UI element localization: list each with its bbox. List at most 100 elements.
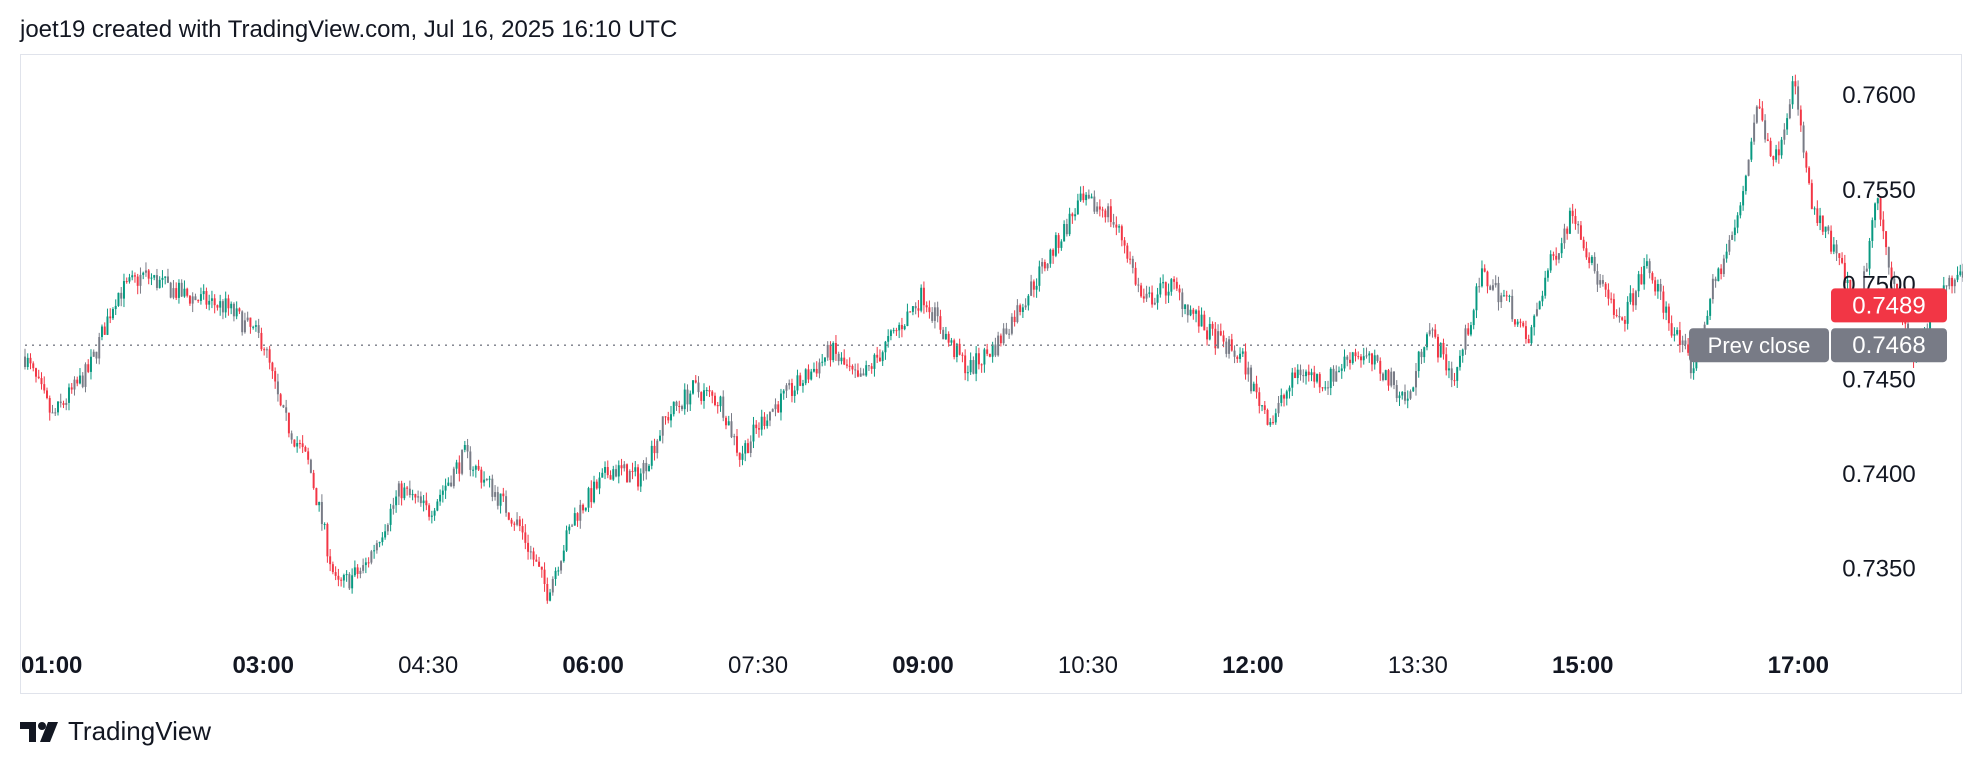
candle-body xyxy=(1516,321,1519,325)
candle-body xyxy=(1788,104,1791,119)
candle-body xyxy=(213,298,216,306)
candle-body xyxy=(375,543,378,551)
candle-body xyxy=(1579,225,1582,240)
candle-body xyxy=(1115,224,1118,228)
candle-body xyxy=(1332,368,1335,382)
candle-body xyxy=(661,416,664,436)
candle-body xyxy=(1129,258,1132,260)
candle-body xyxy=(1662,291,1665,313)
candle-body xyxy=(1951,277,1954,287)
candle-body xyxy=(741,453,744,460)
candle-body xyxy=(823,357,826,362)
candle-body xyxy=(659,435,662,441)
candle-body xyxy=(837,353,840,362)
candle-body xyxy=(1648,261,1651,274)
candle-body xyxy=(834,342,837,354)
candle-body xyxy=(1623,319,1626,324)
candle-body xyxy=(312,472,315,489)
candle-body xyxy=(166,276,169,283)
candle-body xyxy=(334,572,337,576)
candle-body xyxy=(84,364,87,387)
candle-body xyxy=(1261,405,1264,407)
footer-logo[interactable]: TradingView xyxy=(20,716,211,747)
candle-body xyxy=(414,494,417,498)
candle-body xyxy=(832,342,835,361)
candle-body xyxy=(1181,292,1184,309)
candle-body xyxy=(205,291,208,305)
candle-body xyxy=(999,335,1002,344)
candle-body xyxy=(1324,387,1327,389)
candle-body xyxy=(1280,395,1283,403)
candle-body xyxy=(1904,322,1907,324)
candle-body xyxy=(1387,370,1390,386)
candle-body xyxy=(1107,206,1110,218)
candle-body xyxy=(1838,253,1841,258)
candle-body xyxy=(889,330,892,337)
candle-body xyxy=(1835,244,1838,254)
candle-body xyxy=(1393,371,1395,386)
candle-body xyxy=(1799,109,1802,126)
candle-body xyxy=(546,584,549,601)
candle-body xyxy=(1750,141,1753,160)
candle-body xyxy=(120,292,123,299)
candle-body xyxy=(1307,371,1310,376)
candle-body xyxy=(609,475,612,480)
candle-body xyxy=(131,275,134,278)
candle-body xyxy=(1832,244,1835,252)
candle-body xyxy=(1274,413,1277,423)
candle-body xyxy=(142,272,145,275)
candle-body xyxy=(356,567,359,574)
candle-body xyxy=(62,403,65,405)
candle-body xyxy=(851,365,854,370)
candle-body xyxy=(568,526,571,531)
candle-body xyxy=(1887,247,1890,268)
candle-body xyxy=(186,288,189,296)
candle-body xyxy=(757,428,760,430)
candle-body xyxy=(144,270,147,273)
candle-body xyxy=(933,307,936,321)
candle-body xyxy=(1456,367,1459,381)
candle-body xyxy=(48,398,51,413)
candle-body xyxy=(232,303,235,317)
candle-body xyxy=(848,365,851,367)
candle-body xyxy=(1593,256,1596,272)
candle-body xyxy=(722,396,725,418)
candle-body xyxy=(1733,227,1736,235)
candle-body xyxy=(227,298,230,309)
candle-body xyxy=(1827,226,1830,231)
candle-body xyxy=(73,379,76,390)
candle-body xyxy=(716,405,719,407)
candle-body xyxy=(81,375,84,387)
candle-body xyxy=(1192,309,1195,314)
candle-body xyxy=(1445,354,1448,371)
candle-body xyxy=(738,452,741,460)
candle-body xyxy=(873,354,876,369)
candle-body xyxy=(1508,295,1511,297)
candle-body xyxy=(1335,371,1338,382)
candle-body xyxy=(1395,385,1398,399)
candle-body xyxy=(942,329,945,340)
candle-body xyxy=(1709,299,1712,316)
candle-body xyxy=(87,364,90,372)
candle-body xyxy=(1398,395,1401,399)
candle-body xyxy=(1310,372,1313,376)
candle-body xyxy=(499,493,502,506)
candle-body xyxy=(744,443,747,454)
candle-body xyxy=(1145,293,1148,299)
candle-body xyxy=(1057,235,1060,248)
candle-body xyxy=(1090,196,1093,199)
candle-body xyxy=(1063,224,1066,242)
candle-body xyxy=(1079,193,1082,201)
candle-body xyxy=(477,465,480,470)
candle-body xyxy=(1728,239,1731,252)
candle-body xyxy=(342,575,345,581)
candle-body xyxy=(351,575,354,589)
candle-body xyxy=(887,336,890,342)
candlestick-chart[interactable]: Prev close 0.76000.75500.75000.74500.740… xyxy=(21,55,1963,695)
candle-body xyxy=(1643,265,1646,285)
candle-body xyxy=(1206,330,1209,340)
candle-body xyxy=(54,412,57,414)
candle-body xyxy=(867,365,870,367)
candle-body xyxy=(601,472,604,478)
candle-body xyxy=(450,482,453,487)
